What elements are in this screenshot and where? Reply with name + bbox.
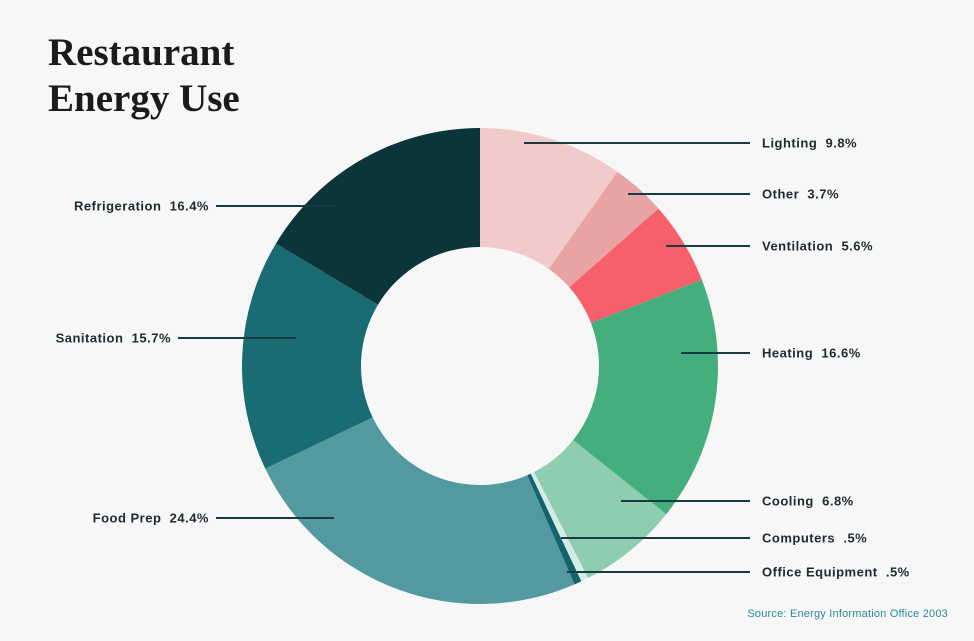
label-computers: Computers .5% [762,531,867,546]
title-line-1: Restaurant [48,31,235,74]
slice-heating [573,279,719,515]
source-note: Source: Energy Information Office 2003 [747,608,948,620]
slice-labels: Lighting 9.8% Other 3.7% Ventilation 5.6% H… [56,136,910,580]
label-other: Other 3.7% [762,187,839,202]
slice-lighting [480,128,618,269]
slice-refrigeration [275,128,480,305]
title-line-2: Energy Use [48,77,240,120]
slice-other [548,171,659,288]
label-office-equipment: Office Equipment .5% [762,565,910,580]
slice-computers [530,472,589,582]
label-heating: Heating 16.6% [762,346,861,361]
label-food-prep: Food Prep 24.4% [93,511,209,526]
slice-sanitation [242,243,378,469]
label-sanitation: Sanitation 15.7% [56,331,171,346]
leader-lines [178,142,750,573]
chart-title: Restaurant Energy Use [48,30,240,122]
slice-cooling [534,440,667,579]
label-ventilation: Ventilation 5.6% [762,239,873,254]
slice-food-prep [265,417,575,604]
label-lighting: Lighting 9.8% [762,136,857,151]
slice-ventilation [569,208,702,323]
label-cooling: Cooling 6.8% [762,494,854,509]
label-refrigeration: Refrigeration 16.4% [74,199,209,214]
slice-office-equipment [527,473,582,585]
donut-slices [242,128,719,604]
